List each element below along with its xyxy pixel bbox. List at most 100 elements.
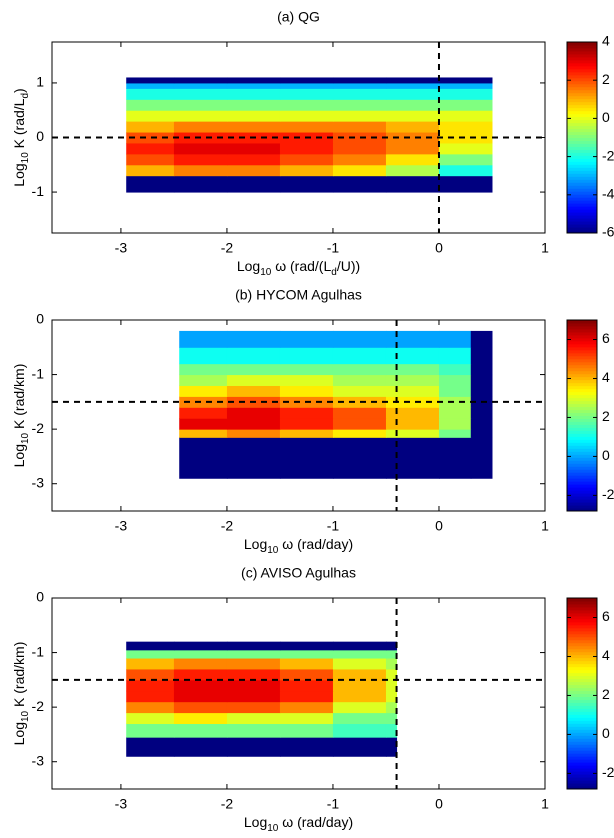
heatmap-cell	[385, 363, 440, 376]
heatmap-cell	[385, 437, 440, 479]
colorbar-segment	[567, 89, 597, 94]
colorbar-segment	[567, 502, 597, 506]
colorbar-segment	[567, 487, 597, 491]
heatmap-cell	[279, 121, 334, 133]
colorbar-segment	[567, 783, 597, 787]
heatmap-cell	[226, 374, 281, 386]
colorbar-segment	[567, 140, 597, 144]
colorbar-segment	[567, 367, 597, 372]
colorbar-segment	[567, 753, 597, 757]
colorbar-segment	[567, 496, 597, 500]
colorbar-segment	[567, 355, 597, 360]
heatmap-cell	[332, 82, 387, 89]
y-axis-label-part: K (rad/km)	[11, 364, 27, 433]
x-tick-label: -2	[221, 240, 234, 256]
heatmap-cell	[470, 347, 493, 365]
x-tick-label: 0	[435, 518, 443, 534]
heatmap-cell	[332, 385, 387, 397]
x-tick-label: 0	[435, 796, 443, 812]
x-tick-label: -3	[115, 240, 128, 256]
colorbar-segment	[567, 212, 597, 216]
heatmap-cell	[173, 641, 228, 651]
colorbar-segment	[567, 780, 597, 784]
heatmap-cell	[279, 363, 334, 376]
colorbar-tick-label: -2	[602, 147, 614, 163]
colorbar-segment	[567, 451, 597, 455]
colorbar-segment	[567, 762, 597, 766]
colorbar-segment	[567, 696, 597, 700]
x-tick-label: 1	[541, 796, 549, 812]
y-tick-label: 1	[36, 74, 44, 90]
colorbar-segment	[567, 149, 597, 153]
heatmap-cell	[332, 641, 387, 651]
heatmap-cell	[226, 88, 281, 100]
heatmap-cell	[385, 110, 440, 122]
heatmap-cell	[332, 396, 387, 408]
heatmap-cell	[332, 701, 387, 714]
colorbar-segment	[567, 218, 597, 222]
panel-title: (b) HYCOM Agulhas	[235, 287, 362, 303]
colorbar-tick-label: -6	[602, 224, 614, 240]
colorbar-segment	[567, 765, 597, 769]
heatmap-cell	[173, 164, 228, 177]
heatmap-cell	[438, 363, 472, 376]
heatmap-cell	[385, 418, 440, 430]
y-axis-label-part: K (rad/km)	[11, 642, 27, 711]
colorbar-segment	[567, 185, 597, 189]
heatmap-cell	[332, 723, 387, 738]
y-tick-label: -3	[32, 752, 45, 768]
heatmap-cell	[385, 385, 440, 397]
colorbar-segment	[567, 711, 597, 715]
heatmap-cell	[332, 418, 387, 430]
heatmap-cell	[173, 121, 228, 133]
colorbar-segment	[567, 373, 597, 378]
colorbar-segment	[567, 376, 597, 381]
colorbar-segment	[567, 77, 597, 82]
heatmap-cell	[173, 658, 228, 670]
heatmap-cell	[279, 347, 334, 365]
colorbar-segment	[567, 113, 597, 118]
colorbar-segment	[567, 726, 597, 730]
colorbar-segment	[567, 732, 597, 736]
heatmap-cell	[438, 88, 493, 100]
colorbar-segment	[567, 53, 597, 58]
heatmap-cell	[279, 429, 334, 438]
colorbar-segment	[567, 415, 597, 419]
y-axis-label-part: )	[11, 88, 27, 93]
colorbar-segment	[567, 59, 597, 64]
heatmap-cell	[279, 407, 334, 419]
colorbar-segment	[567, 406, 597, 411]
colorbar-segment	[567, 654, 597, 659]
colorbar-segment	[567, 379, 597, 384]
heatmap-cell	[279, 142, 334, 155]
colorbar-tick-label: 6	[602, 330, 610, 346]
colorbar-segment	[567, 197, 597, 201]
heatmap-cell	[438, 385, 472, 397]
colorbar-segment	[567, 110, 597, 115]
heatmap-cell	[179, 363, 228, 376]
colorbar-segment	[567, 62, 597, 67]
heatmap-cell	[126, 132, 175, 144]
colorbar-segment	[567, 352, 597, 357]
x-tick-label: -3	[115, 796, 128, 812]
colorbar-segment	[567, 391, 597, 396]
heatmap-cell	[173, 82, 228, 89]
y-axis-label-part: K (rad/L	[11, 98, 27, 152]
colorbar-segment	[567, 388, 597, 393]
heatmap-cell	[279, 712, 334, 725]
heatmap-cell	[279, 175, 334, 193]
heatmap-cell	[179, 429, 228, 438]
heatmap-cell	[173, 142, 228, 155]
heatmap-cell	[126, 153, 175, 166]
colorbar-segment	[567, 744, 597, 748]
heatmap-cell	[226, 164, 281, 177]
colorbar-segment	[567, 328, 597, 333]
heatmap-cell	[438, 132, 493, 144]
heatmap-cell	[173, 88, 228, 100]
colorbar-segment	[567, 490, 597, 494]
x-axis-label-part: 10	[260, 267, 272, 278]
colorbar-segment	[567, 409, 597, 414]
colorbar-segment	[567, 645, 597, 650]
colorbar-segment	[567, 194, 597, 198]
heatmap-cell	[226, 429, 281, 438]
